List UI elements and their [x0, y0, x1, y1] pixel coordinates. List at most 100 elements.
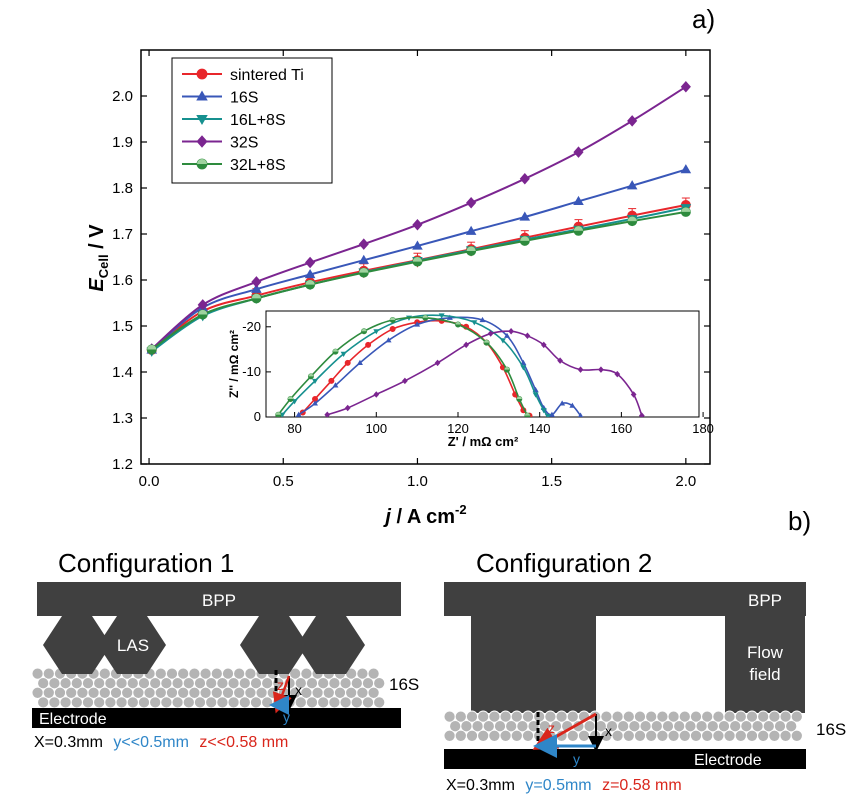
ptl-particle: [350, 696, 363, 709]
ptl-particle: [205, 696, 218, 709]
inset-data-point: [373, 391, 380, 398]
inset-data-point-highlight: [390, 317, 396, 321]
config1-las-hex-3: [240, 616, 308, 674]
y-tick-label: 1.2: [112, 456, 133, 473]
y-tick-label: 1.4: [112, 364, 133, 381]
ptl-particle: [622, 729, 635, 742]
config1-bpp-label: BPP: [202, 591, 236, 610]
ptl-particle: [678, 729, 691, 742]
ptl-particle: [443, 729, 456, 742]
legend-marker: [196, 90, 208, 101]
config1-electrode-label: Electrode: [39, 711, 107, 728]
ptl-particle: [611, 729, 624, 742]
data-point: [519, 173, 530, 185]
configuration-1: Configuration 1 BPP LAS Electrode 16S z …: [31, 548, 419, 751]
data-point-highlight: [573, 226, 584, 231]
ptl-particle: [367, 667, 380, 680]
config1-y-label: y: [283, 709, 290, 725]
ptl-particle: [70, 696, 83, 709]
inset-x-tick-label: 140: [529, 421, 551, 436]
config2-bpp-label: BPP: [748, 591, 782, 610]
y-tick-label: 2.0: [112, 88, 133, 105]
config1-las-hex-1: [43, 616, 111, 674]
inset-data-point: [328, 377, 335, 384]
inset-data-point-highlight: [361, 328, 367, 332]
inset-data-point: [295, 411, 302, 417]
ptl-particle: [488, 729, 501, 742]
config2-bpp: [444, 582, 806, 616]
ptl-particle: [361, 696, 375, 709]
ptl-particle: [701, 729, 714, 742]
data-point: [680, 164, 692, 174]
inset-series-32l-8s: [275, 314, 531, 417]
data-point: [627, 115, 638, 127]
data-point: [626, 180, 638, 190]
ptl-particle: [171, 696, 184, 709]
inset-data-point: [340, 351, 347, 357]
data-point-highlight: [359, 268, 369, 273]
ptl-particle: [373, 696, 386, 709]
config2-z-label: z: [548, 720, 555, 736]
inset-series-line: [327, 330, 643, 416]
inset-series: [275, 313, 645, 417]
inset-data-point: [598, 366, 604, 373]
inset-data-point: [373, 329, 380, 335]
config2-ptl-particles: [443, 710, 803, 742]
y-tick-label: 1.8: [112, 180, 133, 197]
config1-electrode: [32, 708, 401, 728]
ptl-particle: [339, 696, 352, 709]
panel-b: b) Configuration 1 BPP LAS Electrode 16S…: [31, 506, 846, 794]
config2-cap-y: y=0.5mm: [525, 777, 591, 794]
ptl-particle: [667, 729, 680, 742]
panel-a: a) 0.0 0.5 1.0 1.5 2.0 1.2 1.3 1.4 1.5 1.6 1.7 1.8 1…: [86, 4, 715, 528]
ptl-particle: [785, 720, 798, 733]
ptl-particle: [734, 729, 747, 742]
data-point: [412, 240, 423, 250]
inset-data-point: [463, 341, 470, 349]
ptl-particle: [93, 696, 106, 709]
config1-las-hex-4: [297, 616, 365, 674]
ptl-particle: [37, 696, 50, 709]
series-32l-8s: [146, 206, 691, 355]
inset-data-point: [389, 326, 396, 333]
inset-data-point: [569, 402, 576, 408]
legend: sintered Ti 16S 16L+8S 32S 32L+8S: [171, 57, 333, 184]
ptl-particle: [261, 696, 274, 709]
inset-x-axis-label: Z' / mΩ cm²: [448, 434, 519, 449]
ptl-particle: [656, 729, 669, 742]
inset-data-point: [508, 328, 514, 335]
inset-x-tick-label: 160: [611, 421, 633, 436]
ptl-particle: [48, 696, 61, 709]
legend-label: 16L+8S: [230, 112, 286, 129]
config2-ptl-label: 16S: [816, 720, 846, 739]
legend-label: sintered Ti: [230, 67, 304, 84]
inset-data-point: [638, 412, 645, 417]
inset-data-point: [414, 321, 421, 327]
config2-land-right: [725, 612, 805, 713]
inset-data-point: [548, 411, 555, 417]
ptl-particle: [779, 729, 792, 742]
inset-data-point: [344, 404, 351, 412]
ptl-particle: [249, 696, 263, 709]
config2-x-label: x: [605, 723, 612, 739]
data-point: [305, 256, 316, 269]
data-point-highlight: [412, 257, 423, 262]
y-tick-label: 1.7: [112, 226, 133, 243]
ptl-particle: [577, 729, 591, 742]
data-point: [573, 195, 584, 206]
inset-data-point: [479, 316, 486, 323]
inset-data-point: [532, 392, 539, 398]
ptl-particle: [768, 729, 781, 742]
inset-data-point: [471, 320, 478, 326]
inset-data-point: [577, 366, 584, 373]
config2-flow-label: Flow: [747, 643, 784, 662]
panel-a-label: a): [692, 4, 715, 34]
inset-data-point-highlight: [332, 348, 339, 352]
config1-bpp: [37, 582, 401, 616]
ptl-particle: [137, 696, 151, 709]
legend-marker: [196, 68, 208, 80]
inset-series-16s: [295, 314, 584, 417]
data-point-highlight: [520, 236, 530, 241]
data-point: [251, 283, 262, 293]
config2-electrode-label: Electrode: [694, 752, 762, 769]
